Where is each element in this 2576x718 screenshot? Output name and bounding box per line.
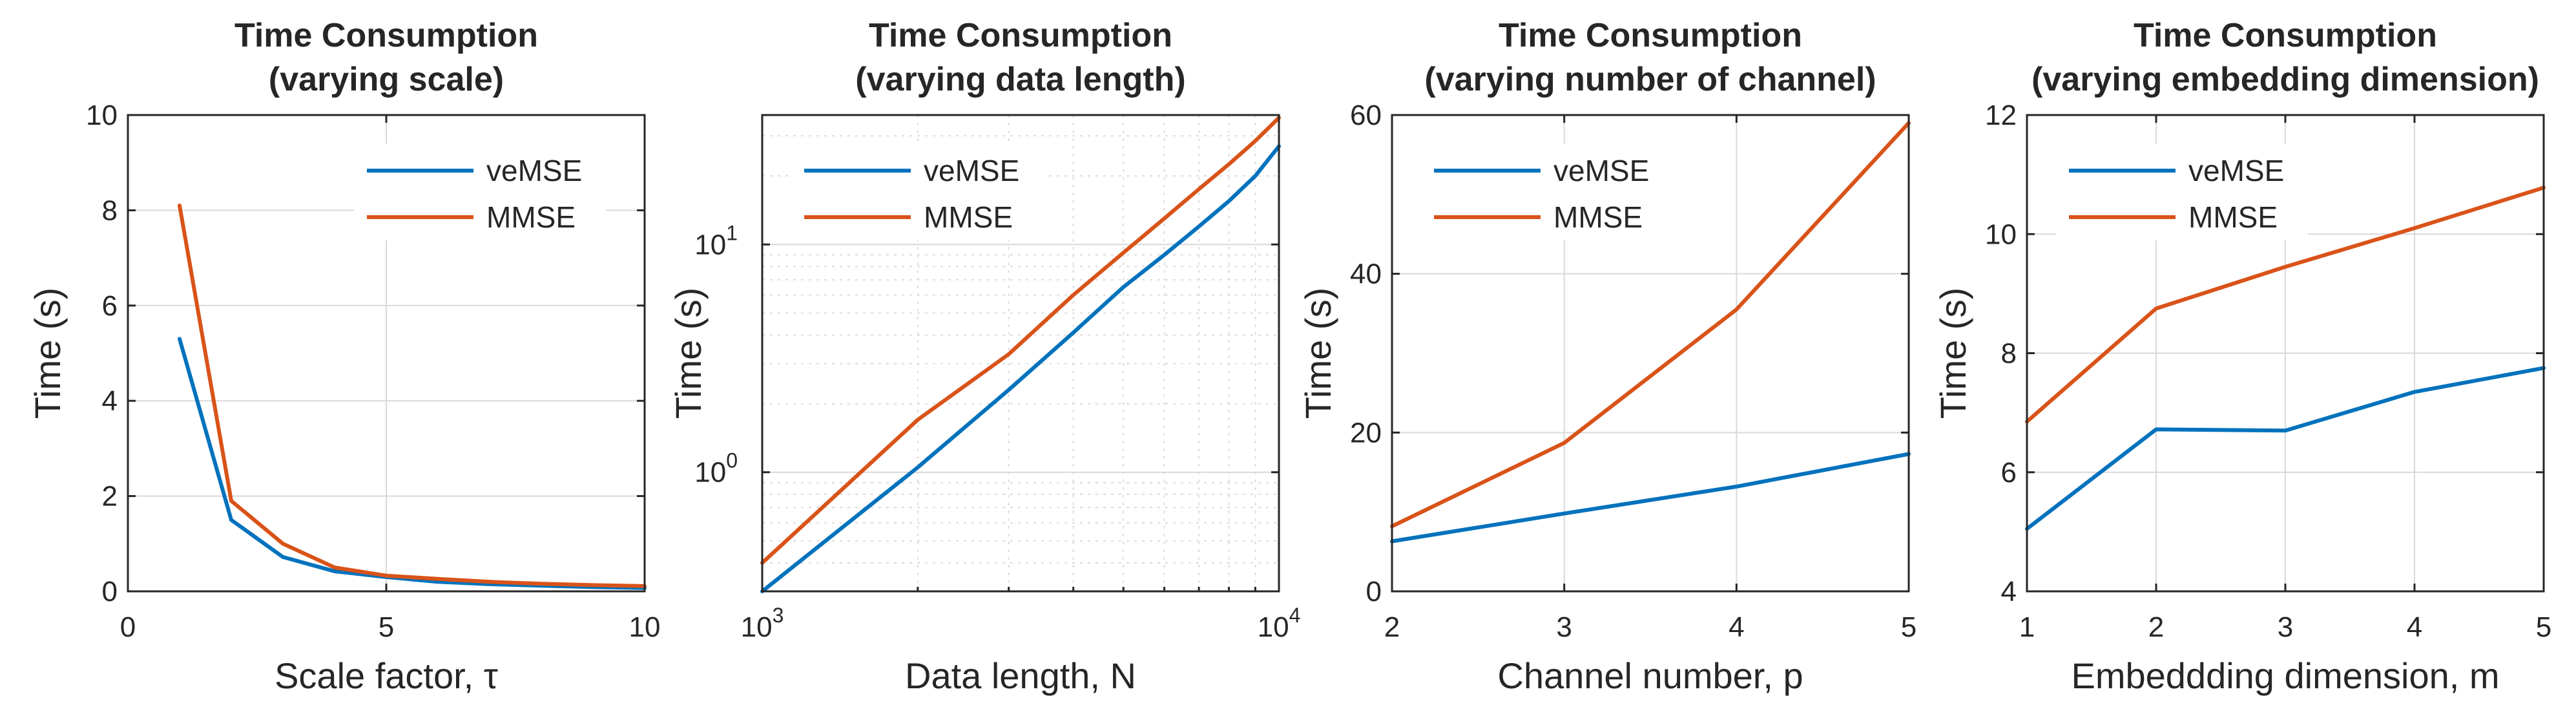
legend-background: [1421, 143, 1673, 240]
y-tick-label: 10: [86, 100, 118, 131]
x-axis-label: Embeddding dimension, m: [2071, 655, 2499, 696]
legend-label-mmse: MMSE: [2188, 200, 2278, 234]
legend-label-vemse: veMSE: [924, 154, 1019, 187]
legend: veMSE MMSE: [2056, 143, 2308, 240]
y-tick-label: 0: [1366, 576, 1382, 607]
series-line-mmse: [2025, 185, 2546, 424]
series-line-mmse: [760, 116, 1281, 565]
x-tick-label: 0: [120, 611, 136, 643]
x-tick-label: 1: [2019, 611, 2035, 643]
x-tick-label: 2: [1384, 611, 1400, 643]
y-tick-label: 8: [2001, 338, 2017, 370]
chart-title-line-1: Time Consumption: [1499, 17, 1802, 54]
series-line-vemse: [1390, 452, 1911, 544]
legend-label-vemse: veMSE: [2188, 154, 2284, 187]
legend-label-mmse: MMSE: [1553, 200, 1643, 234]
y-tick-exponent: 0: [726, 449, 738, 472]
x-tick-label: 5: [1901, 611, 1916, 643]
x-axis-label: Data length, N: [905, 655, 1136, 696]
x-tick-exponent: 3: [773, 604, 784, 627]
axes-box: [761, 114, 1280, 593]
x-tick-exponent: 4: [1289, 604, 1301, 627]
legend-background: [791, 143, 1043, 240]
chart-title-line-2: (varying scale): [269, 61, 504, 98]
x-tick-label: 5: [379, 611, 394, 643]
x-tick-label: 2: [2148, 611, 2164, 643]
x-tick-label: 3: [2278, 611, 2293, 643]
legend-background: [2056, 143, 2308, 240]
chart-panel-1: 0 5 10 0 2 4 6 8 10 Time Consumption (varying scal…: [27, 17, 660, 696]
legend: veMSE MMSE: [1421, 143, 1673, 240]
legend-label-vemse: veMSE: [1553, 154, 1649, 187]
chart-title-line-1: Time Consumption: [2134, 17, 2437, 54]
y-tick-label: 6: [102, 290, 118, 322]
y-axis-label: Time (s): [668, 288, 709, 419]
x-tick-label: 5: [2536, 611, 2551, 643]
y-tick-label: 40: [1350, 259, 1382, 290]
legend-background: [354, 143, 606, 240]
y-tick-label: 12: [1985, 100, 2017, 131]
series-line-mmse: [1390, 121, 1911, 529]
chart-panel-3: 2 3 4 5 0 20 40 60 Time Consumption (varying numb…: [1298, 17, 1916, 696]
x-tick-label: 4: [1729, 611, 1744, 643]
chart-title-line-1: Time Consumption: [234, 17, 538, 54]
x-axis-label: Channel number, p: [1497, 655, 1803, 696]
x-tick-label: 4: [2407, 611, 2422, 643]
series-line-vemse: [760, 144, 1281, 593]
x-tick-label: 103: [741, 604, 784, 643]
x-tick-label: 10: [629, 611, 661, 643]
axes-box: [1391, 114, 1910, 593]
y-axis-label: Time (s): [27, 288, 68, 419]
series-line-mmse: [178, 204, 647, 588]
y-tick-label: 8: [102, 195, 118, 226]
y-axis-label: Time (s): [1298, 288, 1338, 419]
chart-title-line-1: Time Consumption: [869, 17, 1172, 54]
y-tick-label: 6: [2001, 457, 2017, 489]
x-axis-label: Scale factor, τ: [275, 655, 498, 696]
x-tick-label: 104: [1258, 604, 1301, 643]
chart-title-line-2: (varying data length): [855, 61, 1185, 98]
y-tick-label: 100: [694, 449, 738, 489]
legend: veMSE MMSE: [791, 143, 1043, 240]
legend: veMSE MMSE: [354, 143, 606, 240]
y-tick-label: 4: [102, 385, 118, 417]
y-tick-label: 2: [102, 481, 118, 512]
y-tick-label: 4: [2001, 576, 2017, 607]
y-tick-label: 20: [1350, 417, 1382, 449]
y-tick-exponent: 1: [726, 221, 738, 244]
chart-title-line-2: (varying number of channel): [1424, 61, 1876, 98]
y-tick-label: 60: [1350, 100, 1382, 131]
legend-label-vemse: veMSE: [486, 154, 582, 187]
y-axis-label: Time (s): [1933, 288, 1973, 419]
chart-title-line-2: (varying embedding dimension): [2031, 61, 2539, 98]
y-tick-label: 101: [694, 221, 738, 260]
legend-label-mmse: MMSE: [486, 200, 576, 234]
series-line-vemse: [2025, 366, 2546, 531]
y-tick-label: 0: [102, 576, 118, 607]
x-tick-label: 3: [1556, 611, 1572, 643]
legend-label-mmse: MMSE: [924, 200, 1013, 234]
y-tick-label: 10: [1985, 218, 2017, 250]
series-line-vemse: [178, 337, 647, 590]
